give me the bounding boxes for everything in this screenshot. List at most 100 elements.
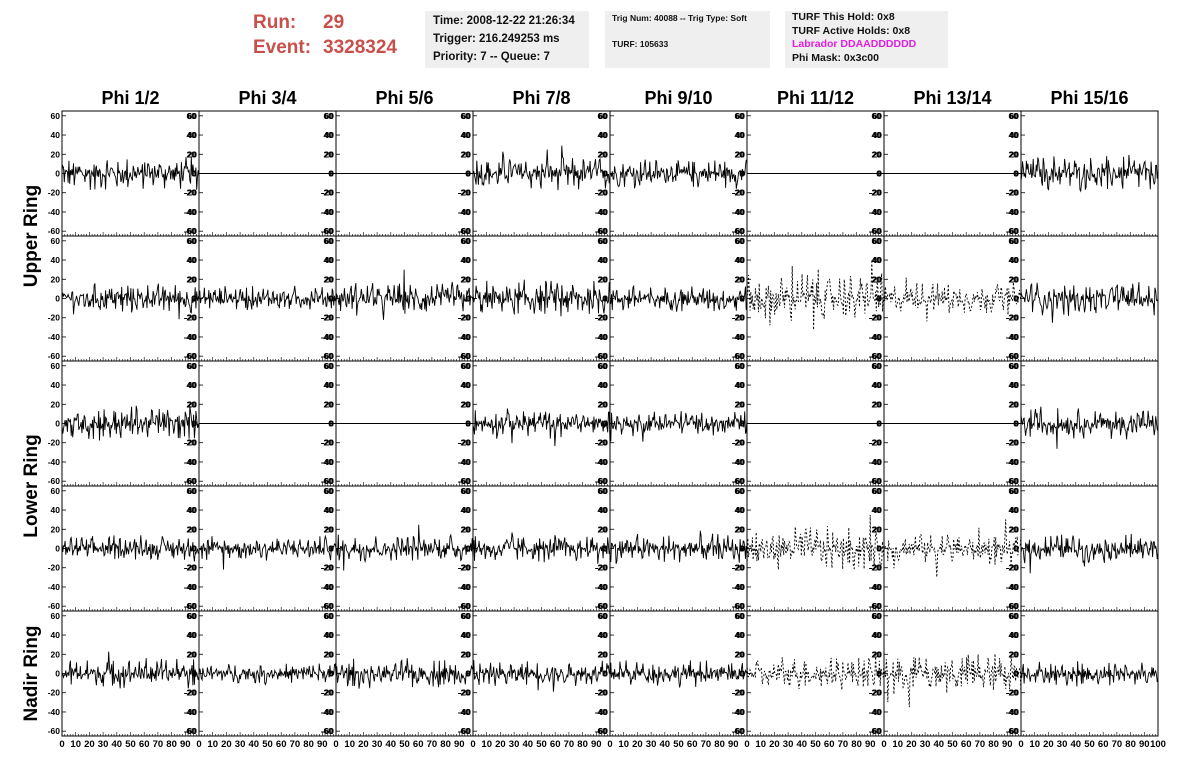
y-tick-label: -40	[185, 582, 198, 592]
panel: -60 -60 -40 -40 -20 -20 0 0 20 20 40 40 60 60	[48, 110, 200, 237]
y-tick-label-right: 60	[461, 361, 471, 371]
y-tick-label: 60	[873, 236, 883, 246]
waveform	[609, 159, 748, 189]
y-tick-label-right: -20	[321, 563, 334, 573]
y-tick-label-right: 60	[735, 611, 745, 621]
x-tick-label: 0	[881, 739, 886, 750]
x-tick-label: 10	[70, 739, 81, 750]
y-tick-label: -40	[870, 207, 883, 217]
y-tick-label: -40	[48, 707, 61, 717]
x-tick-label: 60	[276, 739, 287, 750]
y-tick-label: -60	[870, 601, 883, 611]
y-tick-label-right: -60	[458, 226, 471, 236]
y-tick-label: 60	[325, 361, 335, 371]
y-tick-label: -60	[459, 226, 472, 236]
y-tick-label: -60	[870, 226, 883, 236]
y-tick-label: -60	[733, 476, 746, 486]
y-tick-label: 40	[51, 380, 61, 390]
y-tick-label: 60	[1010, 486, 1020, 496]
panel-frame	[746, 235, 885, 362]
y-tick-label-right: -40	[1006, 457, 1019, 467]
y-tick-label: 40	[873, 630, 883, 640]
y-tick-label: 40	[873, 130, 883, 140]
y-tick-label-right: 20	[872, 524, 882, 534]
waveform	[472, 408, 611, 447]
panel: -60 -60 -40 -40 -20 -20 0 0 20 20 40 40 60 60	[733, 360, 885, 487]
run-label: Run:	[253, 12, 297, 33]
y-tick-label: 0	[55, 669, 60, 679]
y-tick-label-right: -40	[869, 707, 882, 717]
y-tick-label-right: -40	[869, 332, 882, 342]
waveform	[61, 156, 200, 190]
y-tick-label: -60	[596, 226, 609, 236]
y-tick-label-right: 40	[324, 255, 334, 265]
y-tick-label-right: -40	[458, 332, 471, 342]
y-tick-label: -40	[322, 582, 335, 592]
y-tick-label-right: 40	[187, 505, 197, 515]
waveform-dashed	[746, 654, 885, 691]
y-tick-label-right: -20	[869, 313, 882, 323]
y-tick-label: 20	[325, 274, 335, 284]
y-tick-label: -20	[48, 688, 61, 698]
y-tick-label-right: -20	[184, 188, 197, 198]
x-tick-label: 80	[1125, 739, 1136, 750]
y-tick-label: 20	[462, 524, 472, 534]
panel: -60 -60 -40 -40 -20 -20 0 0 20 20 40 40 60 60	[185, 110, 337, 237]
y-tick-label-right: 60	[598, 611, 608, 621]
y-tick-label: 40	[736, 630, 746, 640]
y-tick-label: 0	[877, 544, 882, 554]
y-tick-label: 60	[325, 111, 335, 121]
y-tick-label: 20	[736, 274, 746, 284]
y-tick-label: -40	[733, 457, 746, 467]
y-tick-label: -60	[1007, 351, 1020, 361]
y-tick-label: 0	[740, 669, 745, 679]
y-tick-label-right: -60	[595, 226, 608, 236]
event-label: Event:	[253, 37, 312, 58]
y-tick-label: -60	[48, 476, 61, 486]
y-tick-label: 20	[325, 149, 335, 159]
y-tick-label: -20	[48, 563, 61, 573]
y-tick-label: -60	[870, 351, 883, 361]
y-tick-label-right: -40	[732, 332, 745, 342]
y-tick-label-right: 0	[1013, 669, 1018, 679]
y-tick-label: -40	[459, 707, 472, 717]
y-tick-label: -40	[1007, 207, 1020, 217]
y-tick-label: 0	[1014, 544, 1019, 554]
y-tick-label: 60	[188, 486, 198, 496]
y-tick-label: -40	[733, 582, 746, 592]
y-tick-label-right: 0	[191, 169, 196, 179]
y-tick-label: -60	[185, 601, 198, 611]
y-tick-label: -20	[185, 438, 198, 448]
y-tick-label: 0	[192, 294, 197, 304]
y-tick-label: 20	[873, 149, 883, 159]
y-tick-label: -40	[870, 582, 883, 592]
waveform	[335, 658, 474, 689]
y-tick-label-right: 60	[461, 236, 471, 246]
y-tick-label: 20	[873, 649, 883, 659]
y-tick-label-right: 60	[598, 111, 608, 121]
x-tick-label: 40	[660, 739, 671, 750]
x-tick-label: 70	[427, 739, 438, 750]
y-tick-label: -60	[459, 601, 472, 611]
y-tick-label-right: 0	[191, 294, 196, 304]
y-tick-label-right: 60	[1009, 361, 1019, 371]
y-tick-label: 0	[329, 544, 334, 554]
y-tick-label-right: -20	[869, 438, 882, 448]
panel-frame	[883, 485, 1022, 612]
y-tick-label: 60	[1010, 611, 1020, 621]
y-tick-label: 0	[603, 419, 608, 429]
x-tick-label: 30	[646, 739, 657, 750]
y-tick-label-right: -60	[1006, 351, 1019, 361]
y-tick-label: -40	[596, 332, 609, 342]
panel: -60 -60 -40 -40 -20 -20 0 0 20 20 40 40 60 60	[870, 485, 1022, 612]
waveform	[609, 284, 748, 312]
y-tick-label: -60	[322, 476, 335, 486]
y-tick-label: -40	[459, 457, 472, 467]
y-tick-label-right: 0	[1013, 294, 1018, 304]
y-tick-label-right: -40	[321, 582, 334, 592]
y-tick-label: -60	[596, 601, 609, 611]
y-tick-label: 20	[51, 399, 61, 409]
y-tick-label-right: 20	[598, 399, 608, 409]
column-title: Phi 7/8	[512, 88, 570, 108]
